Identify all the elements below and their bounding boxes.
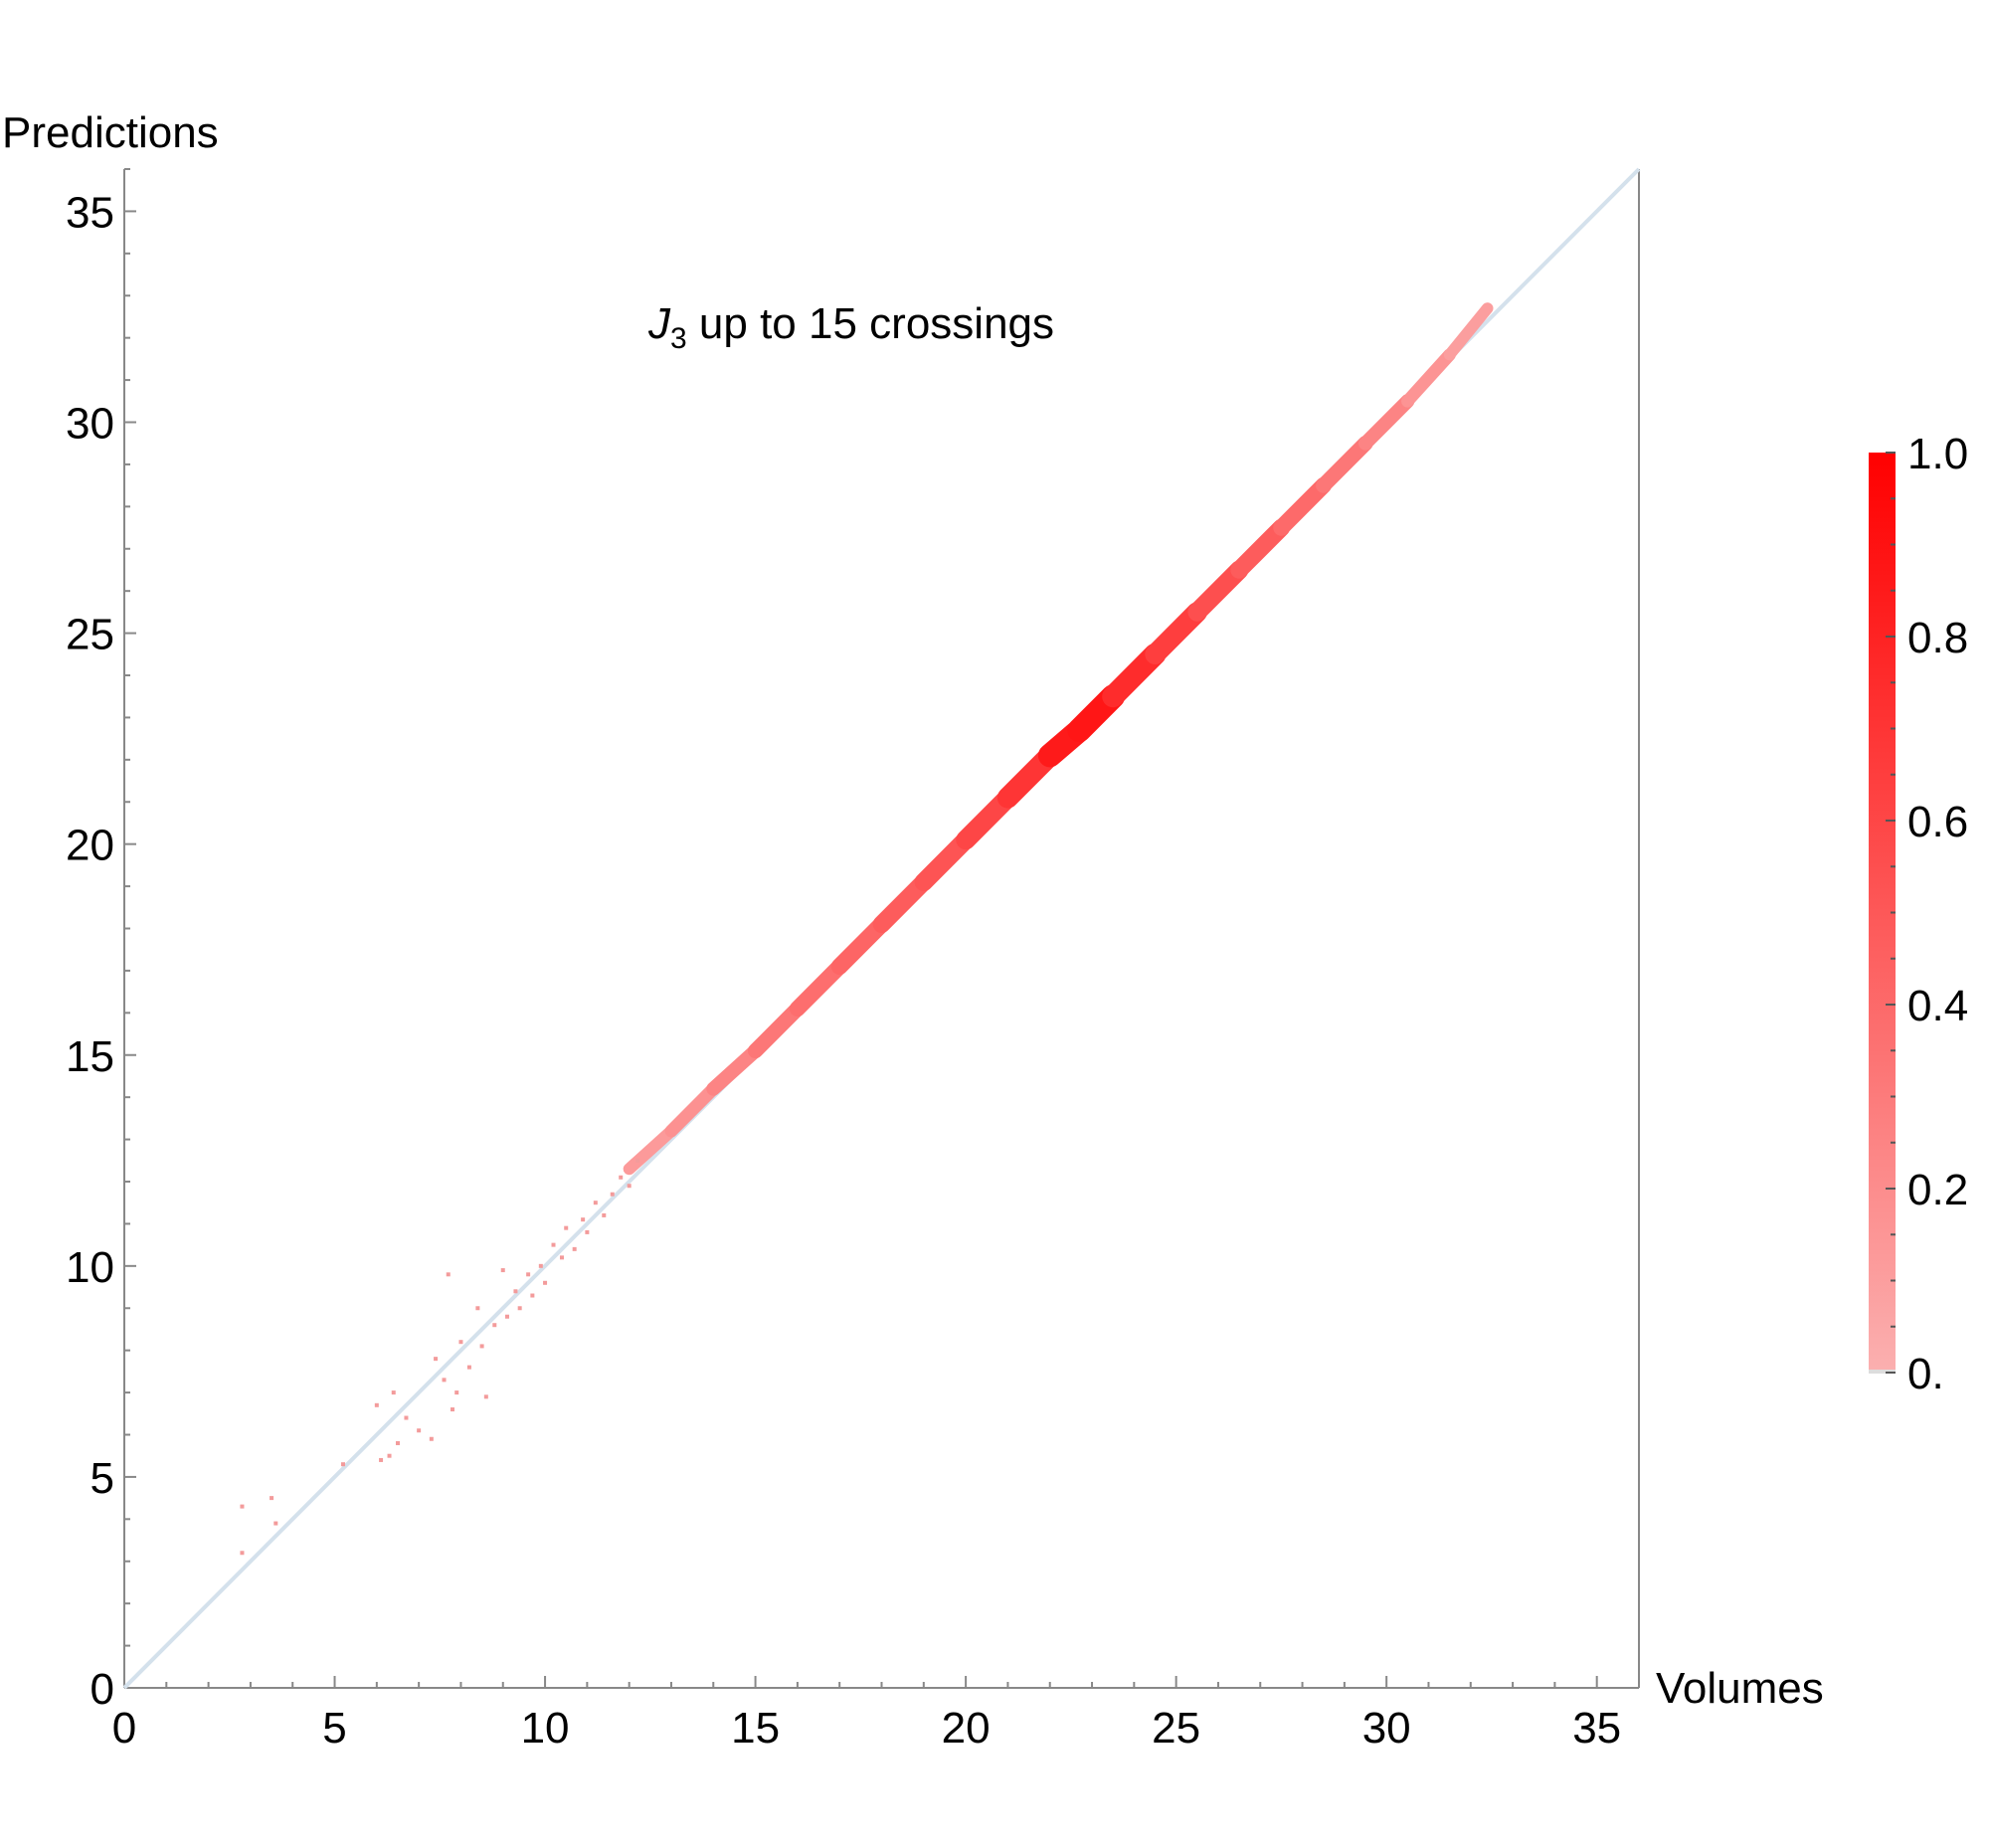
- density-segment: [1230, 518, 1291, 579]
- outlier-point: [627, 1184, 632, 1189]
- density-segment: [1316, 436, 1373, 493]
- colorbar-tick-label: 0.4: [1907, 982, 1968, 1030]
- y-tick-label: 5: [90, 1454, 114, 1503]
- plot-title-subscript: 3: [670, 322, 687, 355]
- outlier-point: [610, 1192, 615, 1197]
- plot-title-rest: up to 15 crossings: [687, 299, 1054, 348]
- colorbar-zero-band: [1869, 1370, 1896, 1374]
- outlier-point: [442, 1378, 447, 1383]
- outlier-point: [270, 1496, 274, 1501]
- x-ticks: 0 5 10 15 20 25 30 35: [112, 1676, 1640, 1753]
- colorbar-tick-label: 1.0: [1907, 430, 1968, 478]
- x-tick-label: 5: [322, 1704, 346, 1753]
- density-segment: [914, 831, 976, 892]
- outlier-point: [593, 1201, 598, 1205]
- outlier-point: [340, 1462, 345, 1467]
- outlier-point: [635, 1158, 640, 1163]
- y-tick-label: 15: [66, 1032, 114, 1081]
- plot-title-prefix: J: [647, 299, 671, 348]
- outlier-point: [404, 1415, 409, 1420]
- y-tick-label: 10: [66, 1243, 114, 1292]
- plot-title: J3 up to 15 crossings: [647, 299, 1054, 355]
- outlier-point: [475, 1306, 480, 1311]
- outlier-point: [538, 1263, 543, 1268]
- outlier-point: [395, 1440, 400, 1445]
- y-ticks: 0 5 10 15 20 25 30 35: [66, 168, 136, 1714]
- outlier-point: [483, 1394, 488, 1399]
- y-tick-label: 25: [66, 611, 114, 659]
- outlier-point: [454, 1390, 459, 1395]
- density-segment: [747, 1001, 806, 1059]
- outlier-point: [450, 1407, 454, 1412]
- density-segment: [872, 873, 933, 934]
- outlier-point: [446, 1272, 451, 1277]
- outlier-point: [543, 1280, 548, 1285]
- outlier-point: [559, 1255, 564, 1260]
- outlier-point: [466, 1365, 471, 1370]
- outlier-point: [479, 1344, 484, 1349]
- outlier-point: [602, 1212, 607, 1217]
- outlier-point: [572, 1246, 577, 1251]
- colorbar-ticks: 1.0 0.8 0.6 0.4 0.2 0.: [1886, 430, 1968, 1398]
- outlier-point: [391, 1390, 396, 1395]
- x-tick-label: 25: [1152, 1704, 1200, 1753]
- x-tick-label: 15: [731, 1704, 780, 1753]
- density-segment: [1358, 394, 1415, 451]
- density-segment: [706, 1043, 763, 1096]
- density-segment: [830, 915, 890, 976]
- density-segment: [1187, 560, 1249, 622]
- x-tick-label: 0: [112, 1704, 136, 1753]
- outlier-point: [458, 1340, 463, 1345]
- density-segment: [789, 958, 848, 1017]
- density-segment: [664, 1082, 720, 1138]
- outlier-point: [374, 1402, 379, 1407]
- density-segment: [623, 1125, 677, 1176]
- outlier-point: [429, 1436, 434, 1441]
- outlier-point: [526, 1272, 531, 1277]
- outlier-point: [504, 1314, 509, 1319]
- colorbar-tick-label: 0.2: [1907, 1166, 1968, 1214]
- outlier-point: [434, 1357, 439, 1362]
- outlier-point: [240, 1551, 245, 1556]
- scatter-outliers: [240, 1158, 640, 1556]
- colorbar-tick-label: 0.8: [1907, 614, 1968, 662]
- y-axis-title: Predictions: [2, 108, 219, 157]
- outlier-point: [273, 1521, 278, 1526]
- outlier-point: [585, 1229, 590, 1234]
- y-tick-label: 0: [90, 1665, 114, 1714]
- outlier-point: [551, 1242, 556, 1247]
- colorbar-tick-label: 0.6: [1907, 798, 1968, 846]
- y-tick-label: 35: [66, 188, 114, 237]
- outlier-point: [619, 1175, 624, 1180]
- outlier-point: [387, 1453, 392, 1458]
- colorbar: 1.0 0.8 0.6 0.4 0.2 0.: [1869, 430, 1968, 1398]
- outlier-point: [417, 1428, 422, 1433]
- density-segment: [1401, 348, 1456, 408]
- outlier-point: [564, 1225, 569, 1230]
- outlier-point: [581, 1217, 586, 1222]
- density-segment: [1273, 476, 1332, 536]
- outlier-point: [513, 1289, 518, 1294]
- outlier-point: [240, 1504, 245, 1509]
- y-tick-label: 30: [66, 400, 114, 449]
- x-tick-label: 10: [521, 1704, 570, 1753]
- density-segment: [1443, 302, 1494, 361]
- outlier-point: [530, 1293, 535, 1298]
- x-tick-label: 30: [1362, 1704, 1411, 1753]
- x-axis-title: Volumes: [1656, 1664, 1824, 1713]
- outlier-point: [517, 1306, 522, 1311]
- x-tick-label: 20: [942, 1704, 991, 1753]
- x-tick-label: 35: [1572, 1704, 1621, 1753]
- colorbar-tick-label: 0.: [1907, 1350, 1944, 1398]
- y-tick-label: 20: [66, 822, 114, 870]
- outlier-point: [500, 1268, 505, 1273]
- outlier-point: [492, 1323, 497, 1328]
- density-band: [623, 302, 1494, 1176]
- outlier-point: [379, 1457, 384, 1462]
- density-segment: [1145, 602, 1207, 664]
